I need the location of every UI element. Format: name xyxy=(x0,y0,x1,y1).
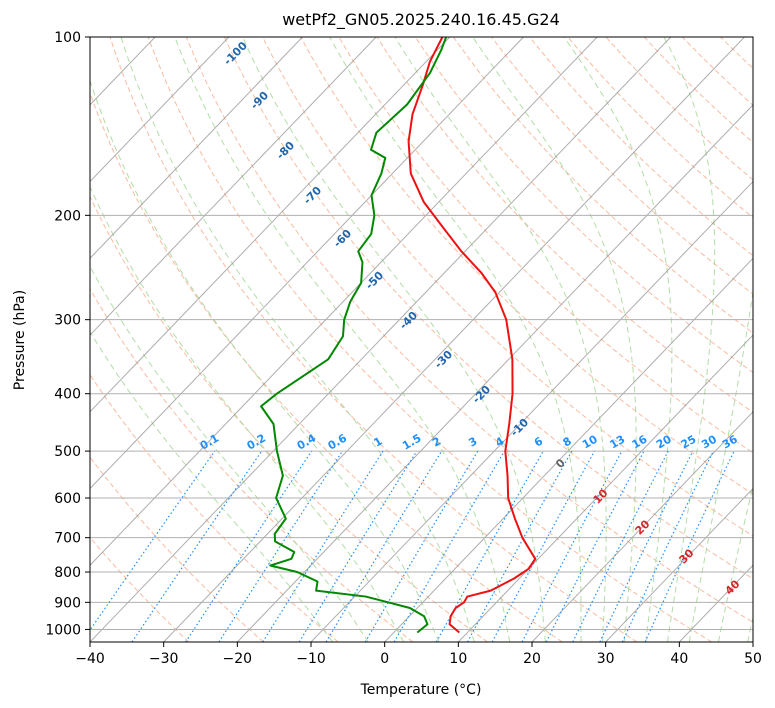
moist-adiabat xyxy=(563,37,673,642)
y-axis-label: Pressure (hPa) xyxy=(12,290,28,390)
isotherm xyxy=(163,37,745,642)
dry-adiabat xyxy=(567,37,753,219)
moist-adiabat xyxy=(242,37,546,642)
x-tick-label: 20 xyxy=(523,651,541,667)
mixing-ratio-line xyxy=(325,450,443,642)
y-axis: 100 200 300 400 500 600 700 800 900 1000 xyxy=(45,30,90,638)
isotherm xyxy=(236,104,753,642)
moist-adiabat xyxy=(90,79,440,642)
mixing-ratio-line xyxy=(185,450,313,642)
moist-adiabat xyxy=(120,37,475,642)
y-tick-label: 400 xyxy=(54,387,81,403)
dry-adiabat xyxy=(147,37,712,642)
isotherm xyxy=(310,180,753,642)
moist-adiabat xyxy=(90,185,405,642)
dry-adiabat xyxy=(643,37,753,144)
moist-adiabat xyxy=(472,37,637,642)
mixing-ratio-line xyxy=(131,450,263,642)
profile-lines xyxy=(260,37,537,634)
mixing-ratio-line xyxy=(466,450,573,642)
isotherm xyxy=(90,37,451,413)
moist-adiabat xyxy=(688,288,753,642)
x-axis: −40 −30 −20 −10 0 10 20 30 40 50 xyxy=(75,642,762,667)
dewpoint-profile xyxy=(260,37,448,634)
dry-adiabat xyxy=(605,37,753,181)
y-tick-label: 1000 xyxy=(45,622,81,638)
dry-adiabat xyxy=(223,37,753,580)
y-tick-label: 900 xyxy=(54,595,81,611)
x-axis-label: Temperature (°C) xyxy=(360,682,482,698)
x-tick-label: −20 xyxy=(223,651,253,667)
moist-adiabat xyxy=(90,265,369,642)
dry-adiabat xyxy=(90,91,563,642)
x-tick-label: 40 xyxy=(670,651,688,667)
x-tick-label: 50 xyxy=(744,651,762,667)
dry-adiabat xyxy=(185,37,753,623)
plot-area: 0.1 0.2 0.4 0.6 1 1.5 2 3 4 6 8 10 13 16 20 25 30 36-100-… xyxy=(45,30,762,667)
temperature-profile xyxy=(407,37,537,634)
mixing-ratio-line xyxy=(90,450,216,632)
x-tick-label: 10 xyxy=(449,651,467,667)
y-tick-label: 100 xyxy=(54,30,81,46)
dry-adiabat xyxy=(90,195,488,642)
x-tick-label: −10 xyxy=(296,651,326,667)
moist-adiabat xyxy=(717,483,753,642)
isotherm xyxy=(90,37,524,490)
dry-adiabat xyxy=(300,37,753,495)
y-tick-label: 800 xyxy=(54,565,81,581)
x-tick-label: −40 xyxy=(75,651,105,667)
chart-title: wetPf2_GN05.2025.240.16.45.G24 xyxy=(282,10,560,30)
moist-adiabat xyxy=(394,37,607,642)
moist-adiabat xyxy=(329,37,582,642)
dry-adiabat xyxy=(90,287,414,642)
isotherm xyxy=(457,334,753,642)
mixing-ratio-line xyxy=(218,450,343,642)
x-tick-label: 30 xyxy=(597,651,615,667)
isotherm xyxy=(605,487,753,642)
y-tick-label: 200 xyxy=(54,208,81,224)
mixing-ratio-line xyxy=(435,450,544,642)
dry-adiabat xyxy=(414,37,753,374)
mixing-ratio-line xyxy=(262,450,384,642)
dry-adiabat xyxy=(90,536,190,642)
dry-adiabat xyxy=(452,37,753,334)
mixing-ratio-line xyxy=(491,450,596,642)
y-tick-label: 700 xyxy=(54,531,81,547)
moist-adiabat xyxy=(663,37,716,642)
isotherm xyxy=(90,37,377,336)
isotherm xyxy=(90,37,230,183)
dry-adiabat xyxy=(529,37,753,257)
moist-adiabat xyxy=(90,330,334,642)
plot-frame xyxy=(89,36,754,643)
y-tick-label: 600 xyxy=(54,491,81,507)
dry-adiabat xyxy=(90,456,264,642)
isotherm xyxy=(90,37,598,566)
x-tick-label: −30 xyxy=(149,651,179,667)
dry-adiabat xyxy=(109,37,638,642)
isotherm xyxy=(384,257,753,642)
y-tick-label: 300 xyxy=(54,313,81,329)
y-tick-label: 500 xyxy=(54,444,81,460)
background-lines xyxy=(90,37,753,642)
moist-adiabat xyxy=(174,37,511,642)
mixing-ratio-line xyxy=(298,450,418,642)
dry-adiabat xyxy=(262,37,753,537)
mixing-ratio-line xyxy=(572,450,669,642)
x-tick-label: 0 xyxy=(380,651,389,667)
isotherm xyxy=(90,37,672,642)
isotherm xyxy=(531,411,753,642)
isotherm xyxy=(90,37,303,260)
